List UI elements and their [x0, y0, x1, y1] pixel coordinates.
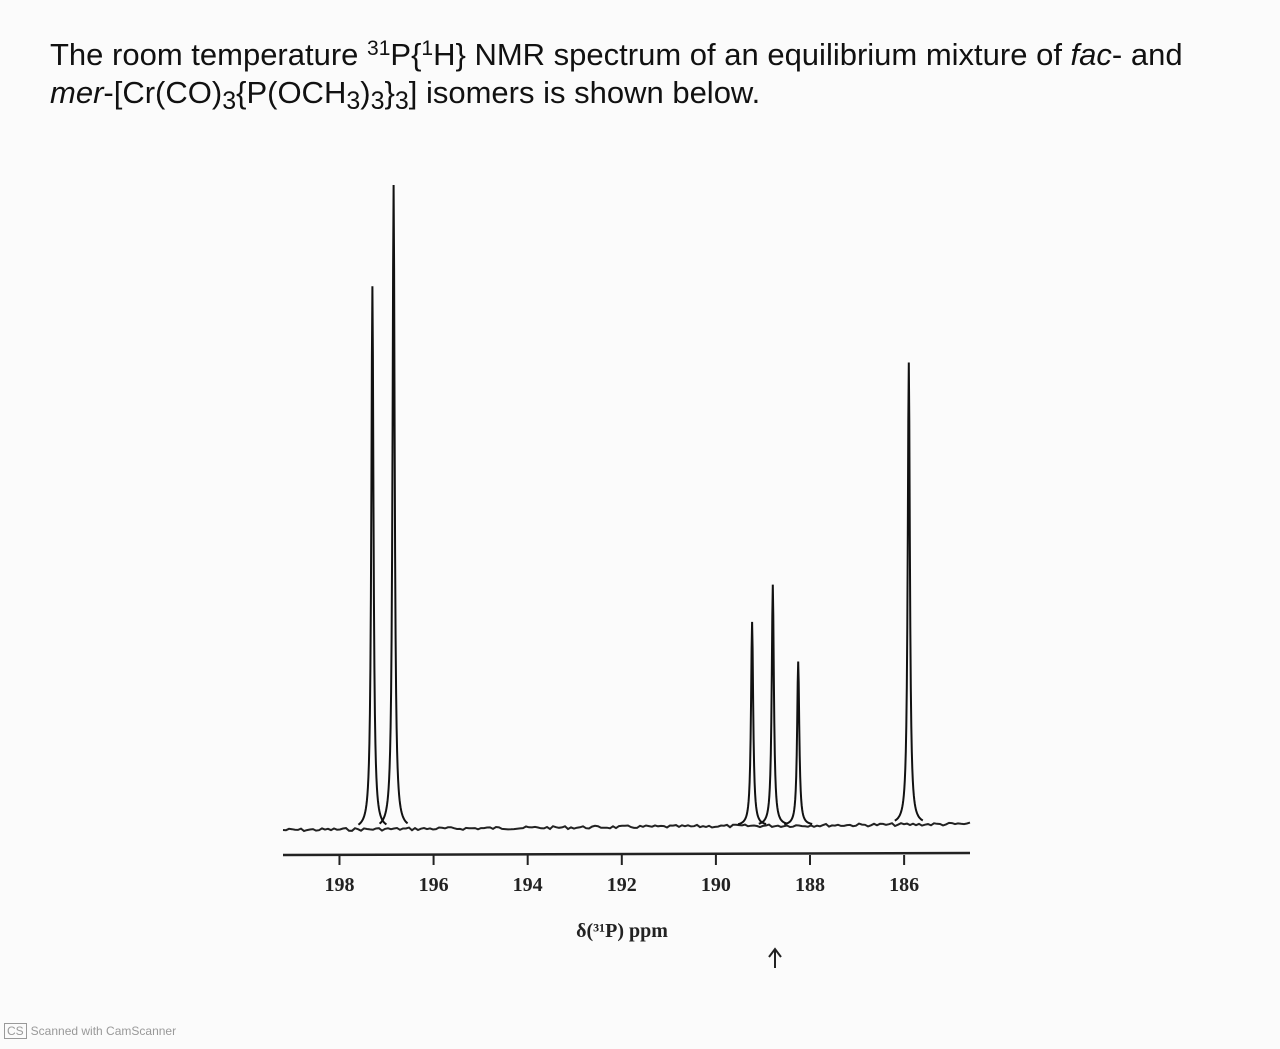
x-tick-label: 190 — [701, 874, 731, 896]
arrow — [768, 947, 782, 968]
x-tick-label: 186 — [889, 874, 919, 896]
text: 3 — [346, 87, 361, 115]
text: H} NMR spectrum of an equilibrium mixtur… — [433, 37, 1071, 72]
peak — [758, 584, 787, 825]
peak — [378, 184, 409, 825]
question-text: The room temperature 31P{1H} NMR spectru… — [50, 36, 1250, 115]
x-tick-label: 196 — [419, 874, 449, 896]
text: ] isomers is shown below. — [408, 75, 761, 110]
badge: CS — [4, 1023, 27, 1039]
x-tick-label: 194 — [513, 874, 543, 896]
x-tick-label: 192 — [607, 874, 637, 896]
text: ) — [360, 75, 371, 110]
text: -[Cr(CO) — [103, 75, 223, 110]
text: 3 — [370, 87, 385, 115]
peak — [894, 362, 924, 822]
text: } — [384, 75, 395, 110]
text: 3 — [394, 87, 409, 115]
peak — [737, 621, 767, 826]
text: P{ — [390, 37, 422, 72]
text: The room temperature — [50, 37, 368, 72]
x-tick-label: 198 — [324, 874, 354, 896]
baseline — [282, 821, 971, 833]
text: 3 — [222, 87, 237, 115]
text: {P(OCH — [236, 75, 347, 110]
footer-text: Scanned with CamScanner — [30, 1024, 177, 1038]
x-axis-label: δ(³¹P) ppm — [576, 920, 668, 942]
peak — [357, 286, 388, 826]
text: 31 — [367, 37, 391, 60]
x-tick-label: 188 — [795, 874, 825, 896]
text: mer — [50, 75, 104, 110]
text: fac — [1070, 37, 1112, 72]
text: - and — [1111, 37, 1183, 72]
footer: CS Scanned with CamScanner — [4, 1023, 177, 1039]
x-axis — [282, 851, 971, 857]
text: 1 — [421, 37, 434, 60]
peak — [784, 661, 813, 826]
